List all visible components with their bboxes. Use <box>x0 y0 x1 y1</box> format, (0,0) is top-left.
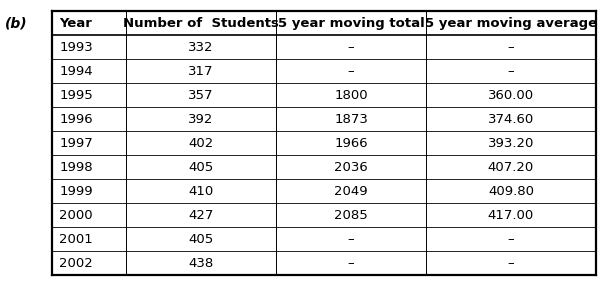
Text: 2049: 2049 <box>334 185 368 198</box>
Text: 1994: 1994 <box>59 65 93 78</box>
Text: 405: 405 <box>188 161 213 174</box>
Text: 2001: 2001 <box>59 233 93 246</box>
Text: Number of  Students: Number of Students <box>123 17 279 30</box>
Text: –: – <box>508 257 514 270</box>
Text: 405: 405 <box>188 233 213 246</box>
Text: 2002: 2002 <box>59 257 93 270</box>
Text: 374.60: 374.60 <box>488 113 534 126</box>
Text: 1997: 1997 <box>59 137 93 150</box>
Text: 438: 438 <box>188 257 213 270</box>
Text: 1800: 1800 <box>334 89 368 102</box>
Text: –: – <box>508 41 514 54</box>
Text: 360.00: 360.00 <box>488 89 534 102</box>
Text: –: – <box>348 41 354 54</box>
Text: 1999: 1999 <box>59 185 93 198</box>
Text: 402: 402 <box>188 137 213 150</box>
Text: 317: 317 <box>188 65 213 78</box>
Text: 392: 392 <box>188 113 213 126</box>
Text: 1996: 1996 <box>59 113 93 126</box>
Text: 2000: 2000 <box>59 209 93 222</box>
Text: 357: 357 <box>188 89 213 102</box>
Text: 1966: 1966 <box>334 137 368 150</box>
Text: 427: 427 <box>188 209 213 222</box>
Text: 1993: 1993 <box>59 41 93 54</box>
Text: (b): (b) <box>5 16 27 30</box>
Text: 1873: 1873 <box>334 113 368 126</box>
Text: 409.80: 409.80 <box>488 185 534 198</box>
Text: 2036: 2036 <box>334 161 368 174</box>
Text: –: – <box>348 65 354 78</box>
Text: 332: 332 <box>188 41 213 54</box>
Text: –: – <box>348 257 354 270</box>
Text: 407.20: 407.20 <box>488 161 534 174</box>
Text: –: – <box>348 233 354 246</box>
Text: 5 year moving average: 5 year moving average <box>425 17 597 30</box>
Text: –: – <box>508 65 514 78</box>
Text: –: – <box>508 233 514 246</box>
Text: 393.20: 393.20 <box>488 137 534 150</box>
Text: Year: Year <box>59 17 92 30</box>
Text: 417.00: 417.00 <box>488 209 534 222</box>
Text: 1998: 1998 <box>59 161 93 174</box>
Text: 2085: 2085 <box>334 209 368 222</box>
Text: 5 year moving total: 5 year moving total <box>277 17 425 30</box>
Text: 410: 410 <box>188 185 213 198</box>
Text: 1995: 1995 <box>59 89 93 102</box>
